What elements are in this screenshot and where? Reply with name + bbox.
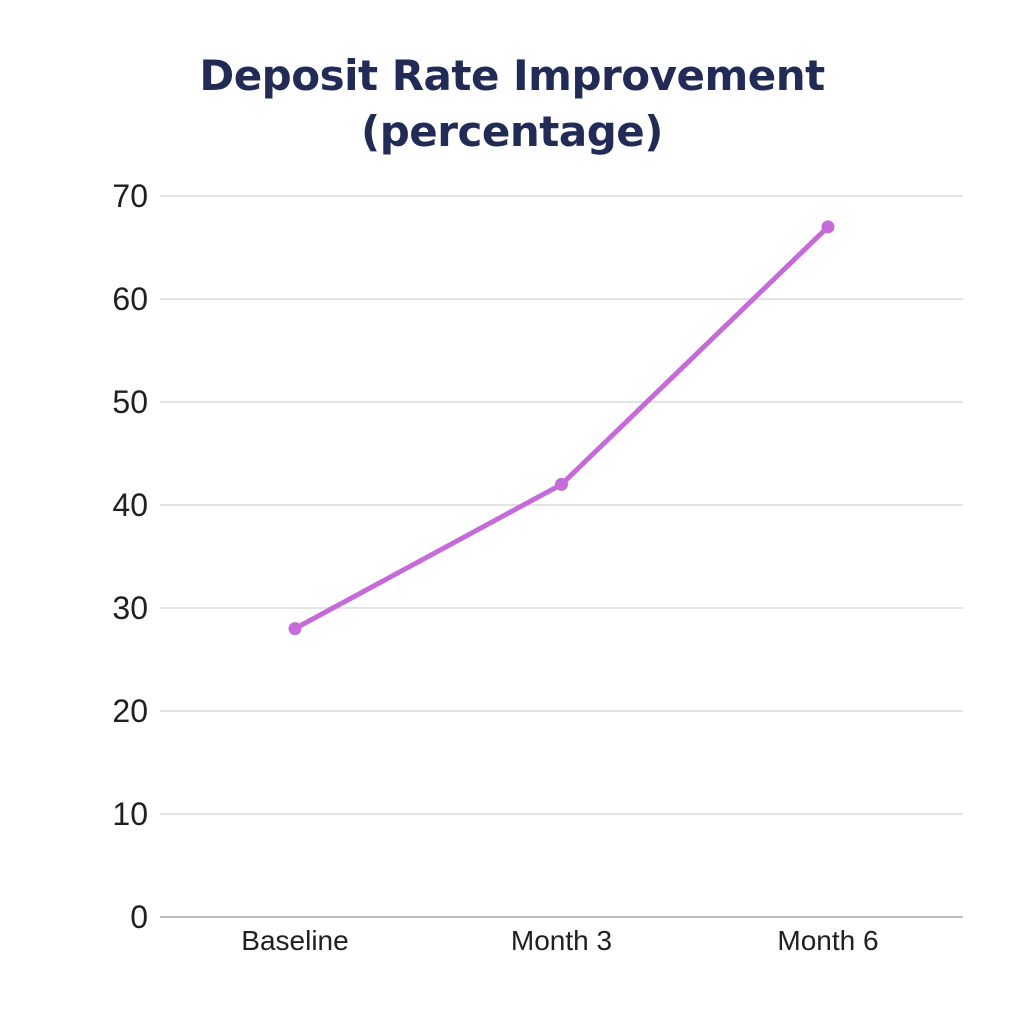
x-tick-label: Month 6	[777, 925, 879, 956]
x-tick-label: Baseline	[241, 925, 349, 956]
y-tick-label: 60	[112, 281, 148, 317]
chart-title: Deposit Rate Improvement (percentage)	[0, 48, 1024, 160]
y-tick-label: 30	[112, 590, 148, 626]
chart-title-line1: Deposit Rate Improvement	[199, 51, 825, 100]
data-point	[288, 622, 302, 636]
data-point	[555, 477, 568, 491]
y-tick-label: 10	[112, 796, 148, 832]
x-tick-label: Month 3	[510, 925, 613, 956]
y-tick-label: 40	[112, 487, 148, 523]
y-tick-label: 0	[130, 899, 148, 935]
data-point	[821, 220, 835, 234]
y-tick-label: 70	[112, 178, 148, 214]
chart-title-line2: (percentage)	[361, 106, 663, 156]
y-tick-label: 20	[112, 693, 148, 729]
series-line	[292, 224, 831, 632]
y-tick-label: 50	[112, 384, 148, 420]
